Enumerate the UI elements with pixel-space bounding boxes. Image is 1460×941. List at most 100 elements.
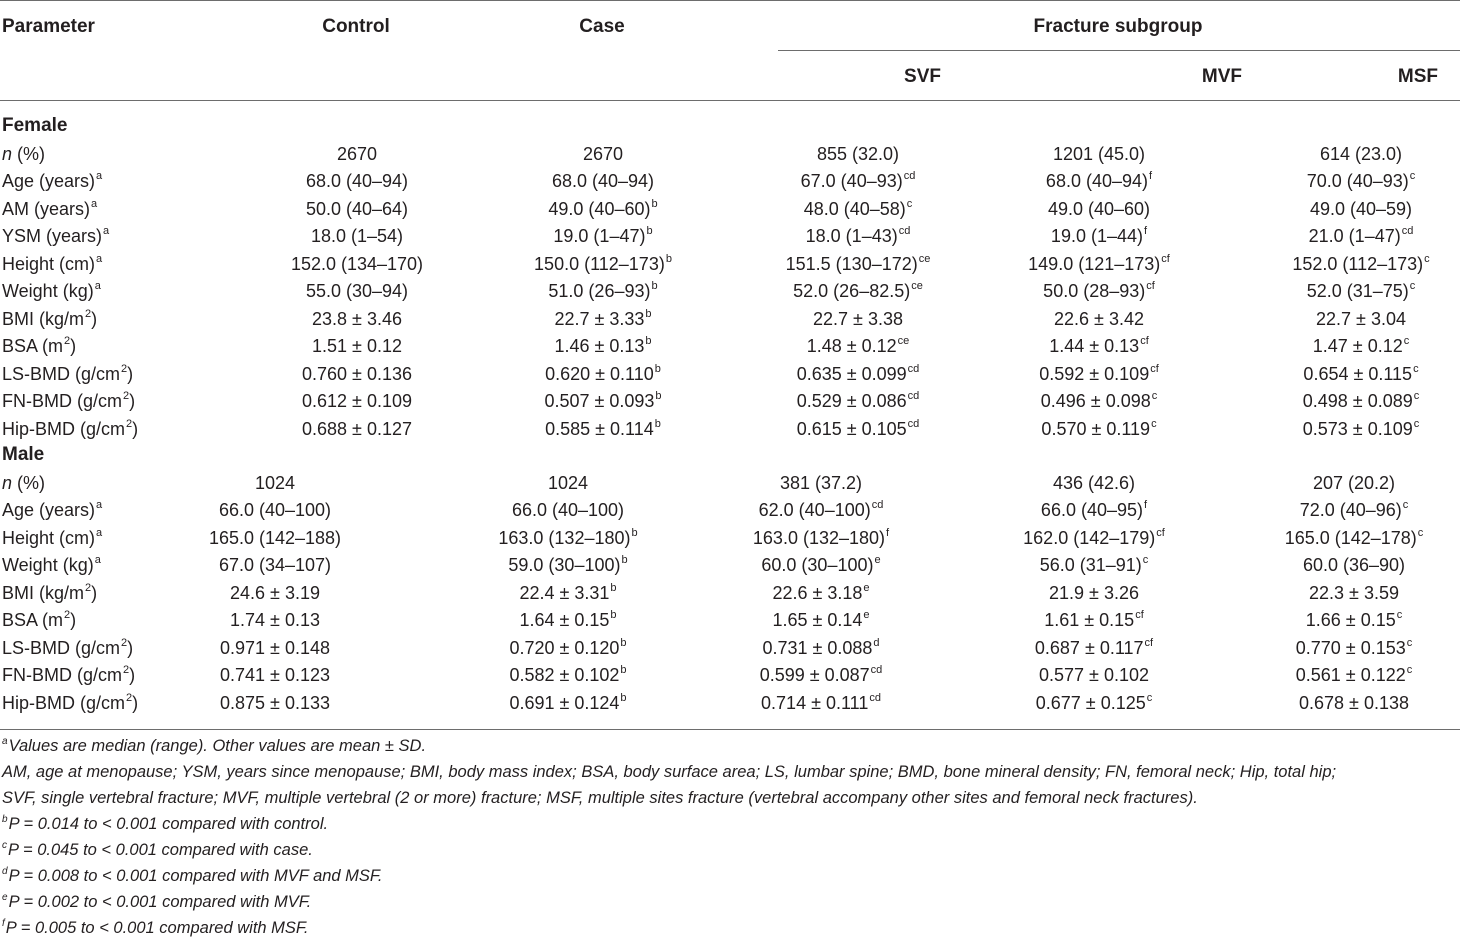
male-msf-cell: 207 (20.2) [1313,472,1395,494]
case-value: 2670 [582,143,624,164]
mvf-value: 19.0 (1–44) [1050,226,1144,246]
svf-sup: ce [918,252,931,265]
footnote-text: Values are median (range). Other values … [8,737,427,755]
male-mvf-cell: 66.0 (40–95)f [1041,499,1147,524]
svf-value: 0.731 ± 0.088 [762,637,873,658]
svf-value: 22.7 ± 3.38 [813,308,903,329]
svf-sup: cd [903,170,916,182]
control-value: 1.51 ± 0.12 [312,336,402,356]
row-label-sup: 2 [85,581,92,594]
female-mvf-cell: 68.0 (40–94)f [1046,170,1152,195]
female-mvf-cell: 0.592 ± 0.109cf [1039,363,1159,388]
svf-value: 67.0 (40–93) [800,171,903,191]
mvf-sup: cf [1135,609,1144,621]
svf-sup: c [906,197,913,210]
case-value: 19.0 (1–47) [553,226,646,246]
footnote-text: P = 0.008 to < 0.001 compared with MVF a… [8,867,383,885]
row-label-sup: 2 [64,609,71,621]
control-value: 152.0 (134–170) [290,253,424,274]
mvf-value: 22.6 ± 3.42 [1054,308,1144,329]
male-mvf-cell: 162.0 (142–179)cf [1023,527,1165,552]
female-svf-cell: 0.615 ± 0.105cd [797,418,920,443]
row-label-sup: a [103,225,110,237]
footnote: fP = 0.005 to < 0.001 compared with MSF. [2,918,308,941]
male-svf-cell: 381 (37.2) [780,472,862,494]
control-value: 68.0 (40–94) [305,171,409,191]
female-mvf-cell: 19.0 (1–44)f [1051,225,1147,250]
control-value: 1024 [254,472,296,493]
case-sup: b [646,225,653,237]
top-rule [0,0,1460,1]
case-sup: b [620,664,627,676]
female-case-cell: 150.0 (112–173)b [534,253,672,278]
male-mvf-cell: 0.577 ± 0.102 [1039,664,1149,686]
female-mvf-cell: 0.496 ± 0.098c [1041,390,1157,415]
female-row-label: Age (years)a [2,170,102,195]
msf-value: 22.3 ± 3.59 [1309,582,1399,603]
footnote: dP = 0.008 to < 0.001 compared with MVF … [2,866,382,889]
mvf-sup: cf [1161,252,1170,265]
row-label-sup: 2 [121,636,128,649]
male-msf-cell: 1.66 ± 0.15c [1306,609,1402,634]
svf-sup: e [874,554,881,566]
male-case-cell: 66.0 (40–100) [512,499,624,521]
male-case-cell: 1.64 ± 0.15b [519,609,616,634]
female-row-label: AM (years)a [2,198,97,223]
footnote-text: P = 0.002 to < 0.001 compared with MVF. [8,893,312,911]
female-mvf-cell: 50.0 (28–93)cf [1043,280,1155,305]
svf-value: 48.0 (40–58) [803,198,906,219]
male-svf-cell: 1.65 ± 0.14e [772,609,869,634]
row-label-sup: a [96,170,103,182]
svf-sup: ce [897,335,910,347]
control-value: 0.688 ± 0.127 [302,418,412,439]
female-svf-cell: 18.0 (1–43)cd [806,225,911,250]
msf-sup: c [1406,636,1413,649]
control-value: 165.0 (142–188) [208,527,342,548]
msf-value: 1.47 ± 0.12 [1312,336,1403,356]
msf-sup: c [1413,362,1419,375]
female-control-cell: 0.688 ± 0.127 [302,418,412,440]
header-mvf: MVF [1201,66,1242,87]
control-value: 0.875 ± 0.133 [220,692,330,713]
mvf-sup: cf [1144,636,1154,649]
svf-value: 0.635 ± 0.099 [796,363,907,384]
case-sup: b [645,307,652,320]
mvf-value: 0.677 ± 0.125 [1035,692,1146,713]
header-rule [0,100,1460,101]
mvf-sup: cf [1140,335,1149,347]
male-row-label: Hip-BMD (g/cm2) [2,692,138,717]
case-sup: b [654,417,661,430]
female-svf-cell: 48.0 (40–58)c [804,198,913,223]
case-value: 0.720 ± 0.120 [509,637,620,658]
case-sup: b [651,280,658,292]
case-sup: b [631,526,638,539]
case-sup: b [620,691,627,704]
row-label-text: LS-BMD (g/cm [2,637,121,658]
female-row-label: LS-BMD (g/cm2) [2,363,133,388]
mvf-value: 0.570 ± 0.119 [1041,418,1151,439]
case-value: 0.507 ± 0.093 [544,391,655,411]
svf-value: 62.0 (40–100) [758,500,871,520]
msf-value: 0.770 ± 0.153 [1295,637,1406,658]
header-svf: SVF [904,66,941,87]
female-msf-cell: 70.0 (40–93)c [1307,170,1416,195]
female-mvf-cell: 49.0 (40–60) [1048,198,1150,220]
svf-sup: d [873,636,880,649]
case-value: 1024 [547,472,589,493]
svf-sup: cd [907,417,920,430]
control-value: 2670 [336,143,378,164]
svf-value: 0.529 ± 0.086 [796,391,907,411]
case-value: 1.46 ± 0.13 [554,336,645,356]
footnote: aValues are median (range). Other values… [2,736,426,759]
male-mvf-cell: 56.0 (31–91)c [1040,554,1149,579]
msf-value: 152.0 (112–173) [1292,253,1424,274]
msf-value: 1.66 ± 0.15 [1305,610,1396,630]
footnote: cP = 0.045 to < 0.001 compared with case… [2,840,313,863]
footnote-text: AM, age at menopause; YSM, years since m… [2,763,1337,781]
female-control-cell: 152.0 (134–170) [291,253,423,275]
female-mvf-cell: 1.44 ± 0.13cf [1049,335,1149,360]
footnote: eP = 0.002 to < 0.001 compared with MVF. [2,892,311,915]
footnote-text: P = 0.045 to < 0.001 compared with case. [8,841,313,859]
msf-value: 0.678 ± 0.138 [1299,692,1409,713]
male-row-label: n (%) [2,472,45,494]
